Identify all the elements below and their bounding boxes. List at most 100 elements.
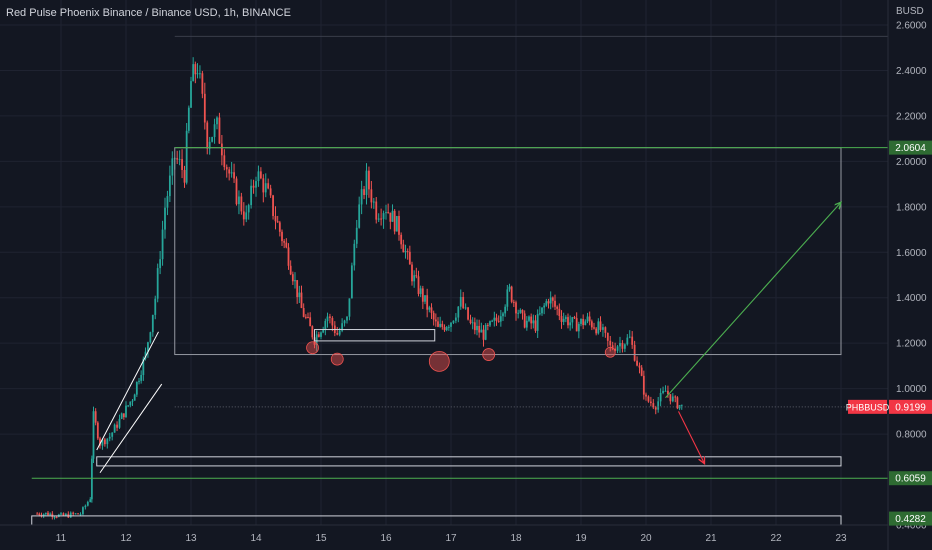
candle-body xyxy=(439,323,442,327)
candle-body xyxy=(220,143,223,156)
candle-body xyxy=(90,458,93,500)
candle-body xyxy=(289,265,292,275)
candle-body xyxy=(525,320,528,328)
candle-body xyxy=(510,286,513,302)
candle-body xyxy=(497,320,500,322)
x-tick-label: 19 xyxy=(575,533,587,544)
candle-body xyxy=(360,189,363,205)
candle-body xyxy=(506,289,509,307)
support-box-2 xyxy=(96,456,842,467)
candle-body xyxy=(315,334,318,345)
candle-body xyxy=(652,403,655,408)
candle-body xyxy=(649,401,652,404)
candle-body xyxy=(569,322,572,326)
support-box-1 xyxy=(314,329,436,342)
candle-body xyxy=(302,308,305,317)
candle-body xyxy=(564,317,567,319)
candle-body xyxy=(44,512,47,515)
candle-body xyxy=(151,314,154,333)
candle-body xyxy=(588,316,591,322)
candle-body xyxy=(680,404,683,406)
candle-body xyxy=(192,64,195,82)
down-arrow xyxy=(678,411,705,463)
candle-body xyxy=(508,286,511,290)
candle-body xyxy=(523,313,526,328)
wedge-line-lower xyxy=(99,383,163,474)
candle-body xyxy=(223,155,226,168)
candle-body xyxy=(464,307,467,309)
chart-title: Red Pulse Phoenix Binance / Binance USD,… xyxy=(6,7,291,19)
candle-body xyxy=(671,396,674,402)
candle-body xyxy=(413,275,416,282)
candle-body xyxy=(168,175,171,197)
candle-body xyxy=(619,342,621,347)
candle-body xyxy=(462,296,465,308)
candle-body xyxy=(62,513,65,516)
candle-body xyxy=(245,212,248,220)
candle-body xyxy=(338,330,341,335)
y-tick-label: 2.4000 xyxy=(896,66,927,77)
candle-body xyxy=(573,317,576,319)
candle-body xyxy=(211,137,214,142)
candle-body xyxy=(96,422,99,439)
candle-body xyxy=(408,251,411,265)
candle-body xyxy=(424,295,426,302)
candle-body xyxy=(502,313,504,317)
candle-body xyxy=(235,178,238,205)
candle-body xyxy=(385,212,387,214)
candle-body xyxy=(402,244,405,253)
support-price-label-bg xyxy=(889,471,932,486)
candle-body xyxy=(120,413,123,419)
candle-body xyxy=(274,215,277,222)
candle-body xyxy=(101,439,104,446)
candle-body xyxy=(147,342,149,352)
candle-body xyxy=(443,326,446,331)
candle-body xyxy=(353,243,356,266)
x-tick-label: 13 xyxy=(185,533,197,544)
candle-body xyxy=(575,318,578,332)
candle-body xyxy=(283,241,286,243)
candle-body xyxy=(536,314,539,331)
candle-body xyxy=(580,318,582,324)
up-arrow xyxy=(665,202,842,399)
candle-body xyxy=(577,323,580,332)
candle-body xyxy=(459,296,462,307)
candle-body xyxy=(164,207,166,230)
symbol-label-bg xyxy=(848,399,887,414)
candle-body xyxy=(393,210,396,232)
candle-body xyxy=(206,122,209,149)
candle-body xyxy=(445,327,448,331)
candle-body xyxy=(428,307,431,310)
candle-body xyxy=(55,516,58,518)
candle-body xyxy=(609,340,612,346)
candle-body xyxy=(387,212,390,214)
candle-body xyxy=(322,329,325,333)
candle-body xyxy=(106,438,109,445)
candle-body xyxy=(547,301,550,304)
x-tick-label: 18 xyxy=(510,533,522,544)
candle-body xyxy=(404,251,407,253)
candle-body xyxy=(298,292,301,298)
x-tick-label: 21 xyxy=(705,533,717,544)
candle-body xyxy=(482,329,485,340)
candle-body xyxy=(471,322,474,324)
candle-body xyxy=(541,307,543,314)
candle-body xyxy=(554,300,556,307)
x-tick-label: 11 xyxy=(56,533,67,544)
candle-body xyxy=(480,329,483,333)
candle-body xyxy=(196,73,199,75)
candle-body xyxy=(638,365,641,368)
low-price-label: 0.4282 xyxy=(895,514,926,525)
candle-body xyxy=(534,320,537,331)
candle-body xyxy=(42,514,45,516)
x-tick-label: 23 xyxy=(835,533,847,544)
candle-body xyxy=(355,227,358,244)
candle-body xyxy=(269,188,272,196)
candle-body xyxy=(473,322,476,331)
candle-body xyxy=(495,317,498,321)
candle-body xyxy=(53,516,56,518)
candle-body xyxy=(676,397,679,409)
candle-body xyxy=(426,295,429,310)
candle-body xyxy=(311,326,314,338)
